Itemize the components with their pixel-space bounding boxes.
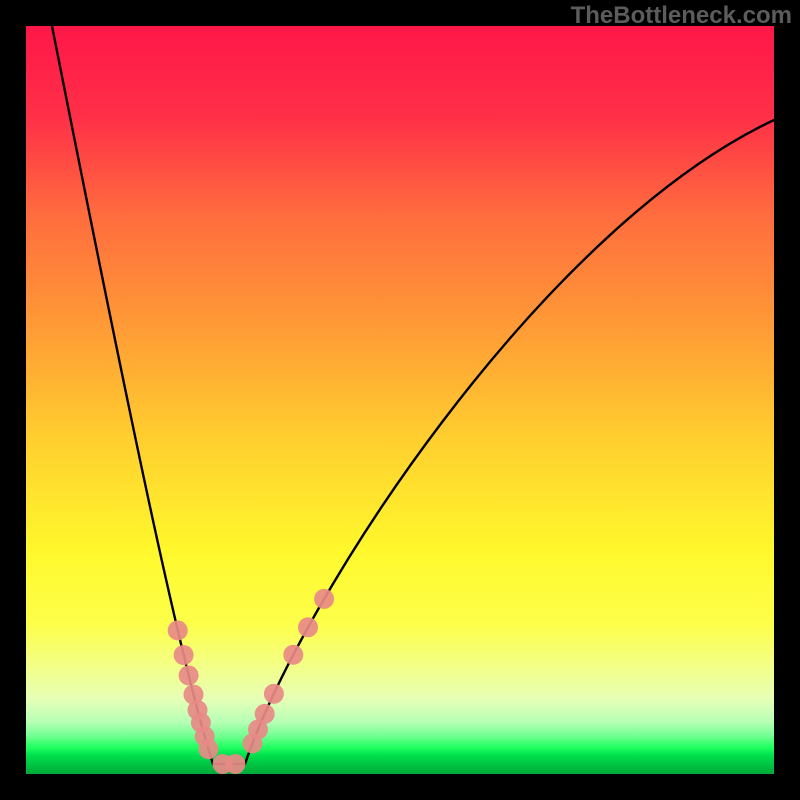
gradient-background	[26, 26, 774, 774]
chart-stage: TheBottleneck.com	[0, 0, 800, 800]
attribution-text: TheBottleneck.com	[571, 2, 792, 30]
chart-svg	[0, 0, 800, 800]
curve-marker	[298, 617, 318, 637]
curve-marker	[198, 739, 218, 759]
curve-marker	[283, 645, 303, 665]
curve-marker	[255, 704, 275, 724]
curve-marker	[314, 589, 334, 609]
curve-marker	[225, 754, 245, 774]
curve-marker	[174, 645, 194, 665]
curve-marker	[179, 665, 199, 685]
curve-marker	[264, 684, 284, 704]
curve-marker	[168, 620, 188, 640]
